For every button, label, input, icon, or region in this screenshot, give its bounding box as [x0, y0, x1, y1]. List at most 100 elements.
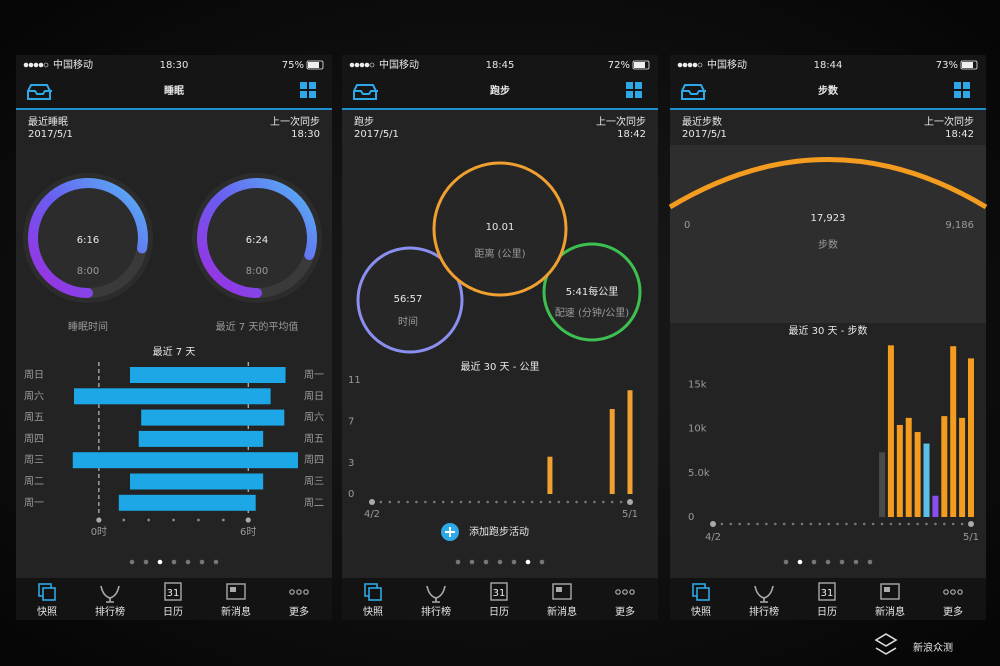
page-dot[interactable]	[825, 559, 831, 565]
grid-menu-icon[interactable]	[954, 82, 961, 89]
page-dot[interactable]	[853, 559, 859, 565]
tab-icon[interactable]	[226, 583, 246, 600]
tab-icon[interactable]	[289, 589, 295, 595]
tab-label[interactable]: 快照	[691, 606, 711, 618]
page-dot[interactable]	[129, 559, 135, 565]
add-button-plus[interactable]	[445, 527, 455, 537]
tab-label[interactable]: 快照	[37, 606, 57, 618]
tab-icon[interactable]	[754, 585, 774, 603]
tab-icon[interactable]	[368, 587, 382, 601]
page-dot[interactable]	[185, 559, 191, 565]
tab-label[interactable]: 排行榜	[95, 605, 125, 618]
tab-icon[interactable]	[950, 589, 956, 595]
tab-icon[interactable]	[490, 582, 508, 601]
day-dot	[441, 500, 445, 504]
day-dot	[951, 522, 955, 526]
grid-menu-icon[interactable]	[635, 91, 642, 98]
day-dot	[854, 522, 857, 526]
page-dot[interactable]	[199, 559, 205, 565]
grid-menu-icon[interactable]	[626, 91, 633, 98]
page-dot[interactable]	[797, 559, 803, 565]
page-dot[interactable]	[811, 559, 817, 565]
tab-icon[interactable]	[696, 587, 710, 601]
tab-icon[interactable]	[615, 589, 621, 595]
tab-icon[interactable]	[426, 585, 446, 603]
grid-menu-icon[interactable]	[963, 82, 970, 89]
page-dot[interactable]	[143, 559, 149, 565]
sleep-bar	[72, 452, 298, 469]
watermark-logo	[874, 633, 898, 655]
inbox-icon[interactable]	[27, 84, 52, 100]
inbox-icon[interactable]	[681, 84, 706, 100]
sleep-bar	[74, 388, 271, 405]
x-tick-label: 0时	[91, 526, 107, 538]
day-dot	[898, 522, 902, 526]
grid-menu-icon[interactable]	[309, 91, 316, 98]
grid-menu-icon[interactable]	[300, 82, 307, 89]
status-time: 18:44	[814, 60, 843, 71]
page-dot[interactable]	[455, 559, 461, 565]
wake-day-label: 周四	[304, 454, 324, 466]
page-dot[interactable]	[839, 559, 845, 565]
tab-label[interactable]: 更多	[289, 605, 309, 618]
tab-label[interactable]: 新消息	[875, 605, 905, 618]
screen-title: 睡眠	[164, 84, 184, 97]
tab-label[interactable]: 排行榜	[749, 605, 779, 618]
page-dot[interactable]	[497, 559, 503, 565]
inbox-icon[interactable]	[353, 84, 378, 100]
tab-icon[interactable]	[42, 587, 56, 601]
day-dot	[916, 522, 919, 526]
page-dot[interactable]	[483, 559, 489, 565]
page-dot[interactable]	[783, 559, 789, 565]
carrier: 中国移动	[53, 58, 93, 71]
grid-menu-icon[interactable]	[635, 82, 642, 89]
tab-icon[interactable]	[818, 582, 836, 601]
tab-icon[interactable]	[943, 589, 949, 595]
tab-icon[interactable]	[303, 589, 309, 595]
page-dot[interactable]	[469, 559, 475, 565]
page-dot[interactable]	[525, 559, 531, 565]
page-dot[interactable]	[867, 559, 873, 565]
tab-label[interactable]: 日历	[817, 606, 837, 618]
tab-label[interactable]: 新消息	[547, 605, 577, 618]
add-activity-button[interactable]: 添加跑步活动	[469, 525, 529, 538]
grid-menu-icon[interactable]	[300, 91, 307, 98]
tab-label[interactable]: 新消息	[221, 605, 251, 618]
signal-dot	[349, 62, 355, 68]
day-dot	[388, 500, 392, 504]
grid-menu-icon[interactable]	[309, 82, 316, 89]
page-dot[interactable]	[539, 559, 545, 565]
tab-icon[interactable]	[230, 587, 236, 592]
page-dot[interactable]	[511, 559, 517, 565]
ring-outer	[23, 173, 153, 303]
bar	[968, 358, 974, 517]
tab-label[interactable]: 更多	[615, 605, 635, 618]
battery-icon	[632, 60, 650, 70]
page-dot[interactable]	[157, 559, 163, 565]
page-dot[interactable]	[213, 559, 219, 565]
tab-label[interactable]: 日历	[163, 606, 183, 618]
tab-label[interactable]: 更多	[943, 605, 963, 618]
day-label: 周四	[24, 433, 44, 445]
tab-icon[interactable]	[552, 583, 572, 600]
y-tick-label: 15k	[688, 379, 707, 390]
day-dot	[862, 522, 866, 526]
grid-menu-icon[interactable]	[626, 82, 633, 89]
tab-icon[interactable]	[100, 585, 120, 603]
tab-icon[interactable]	[164, 582, 182, 601]
nav-divider	[670, 108, 986, 110]
tab-icon[interactable]	[296, 589, 302, 595]
tab-label[interactable]: 排行榜	[421, 605, 451, 618]
grid-menu-icon[interactable]	[963, 91, 970, 98]
tab-icon[interactable]	[880, 583, 900, 600]
tab-label[interactable]: 快照	[363, 606, 383, 618]
grid-menu-icon[interactable]	[954, 91, 961, 98]
page-dot[interactable]	[171, 559, 177, 565]
tab-icon[interactable]	[556, 587, 562, 592]
tab-label[interactable]: 日历	[489, 606, 509, 618]
summary-label: 最近步数	[682, 115, 722, 128]
tab-icon[interactable]	[622, 589, 628, 595]
tab-icon[interactable]	[957, 589, 963, 595]
tab-icon[interactable]	[629, 589, 635, 595]
tab-icon[interactable]	[884, 587, 890, 592]
